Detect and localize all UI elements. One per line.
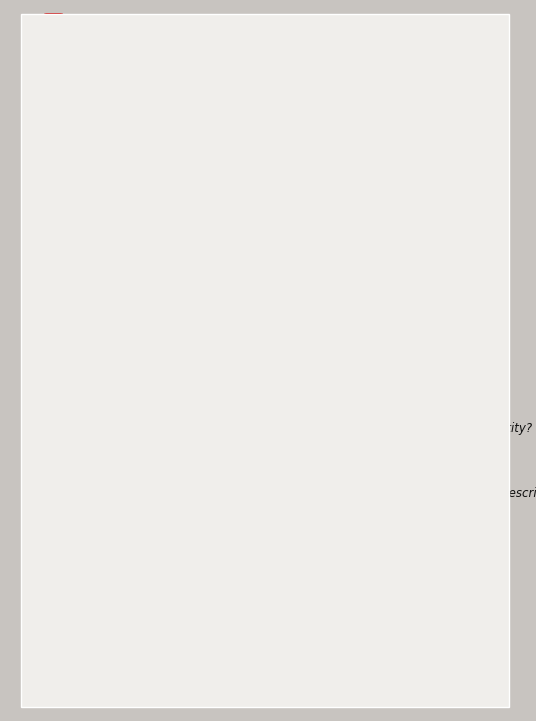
- Text: 18 · x: 18 · x: [310, 249, 339, 260]
- Text: Week 1 Offline Homework Activity: Week 1 Offline Homework Activity: [148, 37, 388, 50]
- Text: original length
fixed: original length fixed: [125, 232, 176, 246]
- Bar: [213, 229, 280, 306]
- Bar: [213, 151, 280, 306]
- Bar: [229, 229, 264, 306]
- Text: e) What role do constant quantities play in helping you define a formula that de: e) What role do constant quantities play…: [43, 487, 536, 515]
- Text: 18·x represents the number of inches that were burned: 18·x represents the number of inches tha…: [43, 130, 332, 140]
- Text: b) Label x, y, 18, and 18 − x on the diagram above.: b) Label x, y, 18, and 18 − x on the dia…: [43, 332, 349, 345]
- Text: ngh ed
remaning
varyng: ngh ed remaning varyng: [247, 576, 289, 606]
- Text: c) Write a formula that represents y in terms of x.: c) Write a formula that represents y in …: [43, 369, 338, 382]
- Text: A candle is 18 inches tall before it’s lit.: A candle is 18 inches tall before it’s l…: [123, 59, 353, 72]
- Text: length burned
varying: length burned varying: [310, 191, 359, 204]
- Text: 18: 18: [162, 213, 176, 223]
- Text: • Let y represent the number of inches of candle remaining: • Let y represent the number of inches o…: [54, 93, 386, 103]
- Polygon shape: [241, 131, 252, 151]
- Text: a) What does the expression 18 − x represent?: a) What does the expression 18 − x repre…: [43, 110, 322, 123]
- Text: d) Is it possible to write your formula in part (c) without using a constant qua: d) Is it possible to write your formula …: [43, 422, 532, 435]
- Text: y: y: [310, 280, 316, 291]
- Text: • Let x represent the number of inches burned from the candle.: • Let x represent the number of inches b…: [54, 77, 410, 87]
- Text: x: x: [310, 174, 317, 187]
- Bar: [229, 151, 264, 306]
- Text: Problem 1:: Problem 1:: [43, 59, 115, 72]
- Text: length remaining
varying: length remaining varying: [310, 263, 370, 276]
